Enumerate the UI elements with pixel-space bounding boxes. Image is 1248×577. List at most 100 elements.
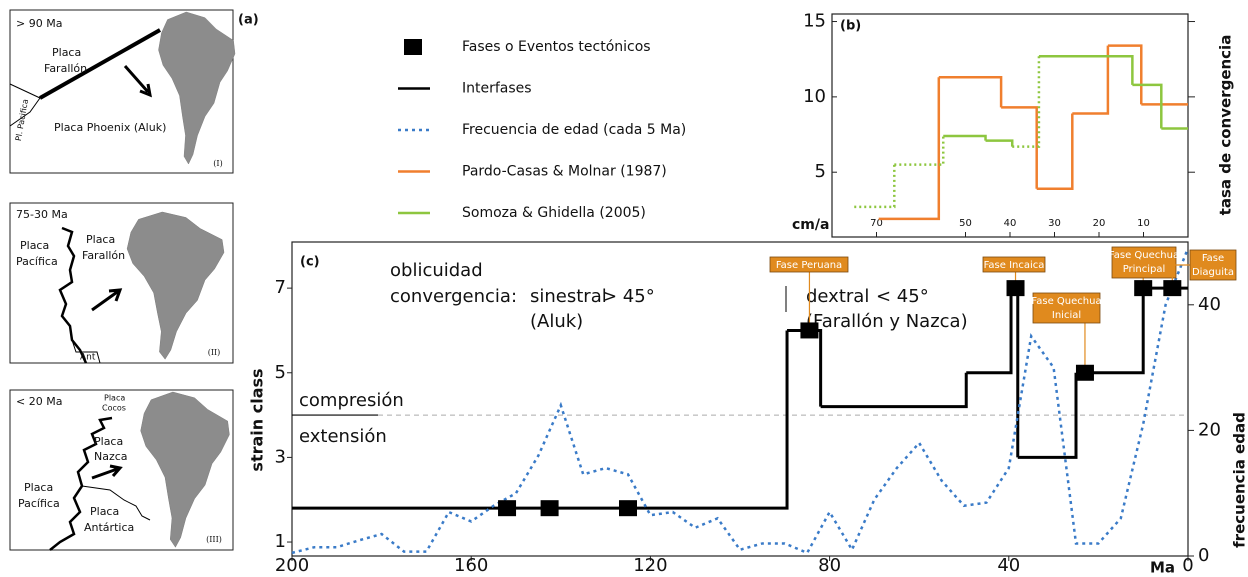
map-label: Placa xyxy=(52,46,81,59)
x-tick-label: 50 xyxy=(959,218,972,229)
y-tick-label: 5 xyxy=(275,362,286,383)
legend-label: Frecuencia de edad (cada 5 Ma) xyxy=(462,122,686,138)
legend-swatch xyxy=(404,39,422,55)
annotation: oblicuidad xyxy=(390,260,483,281)
step-segment xyxy=(943,136,985,141)
map-label: Farallón xyxy=(82,249,125,262)
x-axis-label: Ma xyxy=(1150,559,1175,577)
panel-label: (c) xyxy=(300,255,320,270)
y-axis-label: strain class xyxy=(248,368,267,471)
map-label: Placa xyxy=(104,394,125,403)
map-label: Pacífica xyxy=(18,497,60,510)
step-segment xyxy=(986,141,1013,147)
step-segment xyxy=(1012,56,1039,146)
x-tick-label: 0 xyxy=(1182,555,1193,576)
phase-marker xyxy=(800,322,818,338)
plot-frame xyxy=(832,14,1188,237)
y-tick-label: 5 xyxy=(815,161,826,182)
map-panel-1: > 90 Ma Placa Farallón Pl. Pacifica Plac… xyxy=(10,10,259,173)
x-tick-label: 20 xyxy=(1093,218,1106,229)
y2-tick-label: 40 xyxy=(1198,294,1221,315)
annotation: dextral xyxy=(806,286,869,307)
phase-marker xyxy=(498,500,516,516)
map-numeral: (III) xyxy=(206,535,222,544)
phase-label: Principal xyxy=(1123,264,1166,275)
phase-marker xyxy=(619,500,637,516)
map-label: Placa xyxy=(86,233,115,246)
step-segment xyxy=(854,165,894,207)
phase-label: Fase xyxy=(1202,253,1224,264)
y-axis-label: tasa de convergencia xyxy=(1217,35,1235,216)
map-label: Farallón xyxy=(44,62,87,75)
step-segment xyxy=(821,373,967,407)
step-segment xyxy=(292,330,787,508)
map-age: < 20 Ma xyxy=(16,395,62,408)
phase-marker xyxy=(1076,365,1094,381)
step-segment xyxy=(1001,107,1037,188)
x-tick-label: 120 xyxy=(633,555,667,576)
y-tick-label: 10 xyxy=(803,86,826,107)
y-tick-label: 1 xyxy=(275,531,286,552)
x-tick-label: 200 xyxy=(275,555,309,576)
step-segment xyxy=(894,136,943,165)
map-label: Nazca xyxy=(94,450,128,463)
y-tick-label: 7 xyxy=(275,277,286,298)
map-panel-3: < 20 Ma Placa Cocos Placa Nazca Placa Pa… xyxy=(10,390,233,550)
annotation: < 45° xyxy=(876,286,929,307)
x-tick-label: 80 xyxy=(818,555,841,576)
map-label: Placa xyxy=(90,505,119,518)
annotation: sinestral xyxy=(530,286,607,307)
phase-marker xyxy=(1163,280,1181,296)
map-numeral: (I) xyxy=(213,159,222,168)
legend-label: Interfases xyxy=(462,81,532,97)
map-label: Pacífica xyxy=(16,255,58,268)
phase-label: Fase Incaica xyxy=(984,260,1045,271)
x-tick-label: 40 xyxy=(997,555,1020,576)
step-segment xyxy=(879,77,939,219)
phase-label: Diaguita xyxy=(1192,267,1234,278)
annotations: oblicuidad convergencia: sinestral > 45°… xyxy=(390,260,968,332)
axis-unit: cm/a xyxy=(792,217,829,233)
phase-marker xyxy=(1134,280,1152,296)
x-tick-label: 10 xyxy=(1137,218,1150,229)
map-label: Placa xyxy=(20,239,49,252)
step-segment xyxy=(1132,85,1161,129)
step-segment xyxy=(1108,46,1141,105)
map-label: Ant xyxy=(80,353,96,363)
x-tick-label: 30 xyxy=(1048,218,1061,229)
x-tick-label: 160 xyxy=(454,555,488,576)
phase-label: Fase Peruana xyxy=(776,260,842,271)
phase-marker xyxy=(541,500,559,516)
divider-label: compresión xyxy=(299,390,404,411)
y2-tick-label: 0 xyxy=(1198,545,1209,566)
map-label: Cocos xyxy=(102,404,126,413)
step-segment xyxy=(1037,113,1073,188)
phase-label: Fase Quechua xyxy=(1031,296,1101,307)
step-segment xyxy=(1039,56,1132,85)
phase-marker xyxy=(1007,280,1025,296)
map-label: Antártica xyxy=(84,521,134,534)
legend-label: Pardo-Casas & Molnar (1987) xyxy=(462,164,667,180)
map-numeral: (II) xyxy=(208,348,221,357)
map-label: Placa xyxy=(24,481,53,494)
annotation: (Farallón y Nazca) xyxy=(806,311,968,332)
map-panel-2: 75-30 Ma Placa Pacífica Placa Farallón A… xyxy=(10,203,233,363)
annotation: convergencia: xyxy=(390,286,517,307)
legend-label: Fases o Eventos tectónicos xyxy=(462,39,651,55)
map-age: > 90 Ma xyxy=(16,17,62,30)
y2-axis-label: frecuencia edad xyxy=(1231,412,1248,548)
map-label: Placa Phoenix (Aluk) xyxy=(54,121,166,134)
step-segment xyxy=(939,77,1001,107)
figure: > 90 Ma Placa Farallón Pl. Pacifica Plac… xyxy=(0,0,1248,577)
legend-label: Somoza & Ghidella (2005) xyxy=(462,205,646,221)
phase-label: Inicial xyxy=(1052,310,1081,321)
annotation: (Aluk) xyxy=(530,311,583,332)
phase-label: Fase Quechua xyxy=(1109,250,1179,261)
divider-label: extensión xyxy=(299,426,387,447)
y2-tick-label: 20 xyxy=(1198,419,1221,440)
panel-label: (b) xyxy=(840,19,861,34)
map-label: Placa xyxy=(94,435,123,448)
step-segment xyxy=(787,330,821,406)
y-tick-label: 15 xyxy=(803,11,826,32)
map-age: 75-30 Ma xyxy=(16,208,68,221)
